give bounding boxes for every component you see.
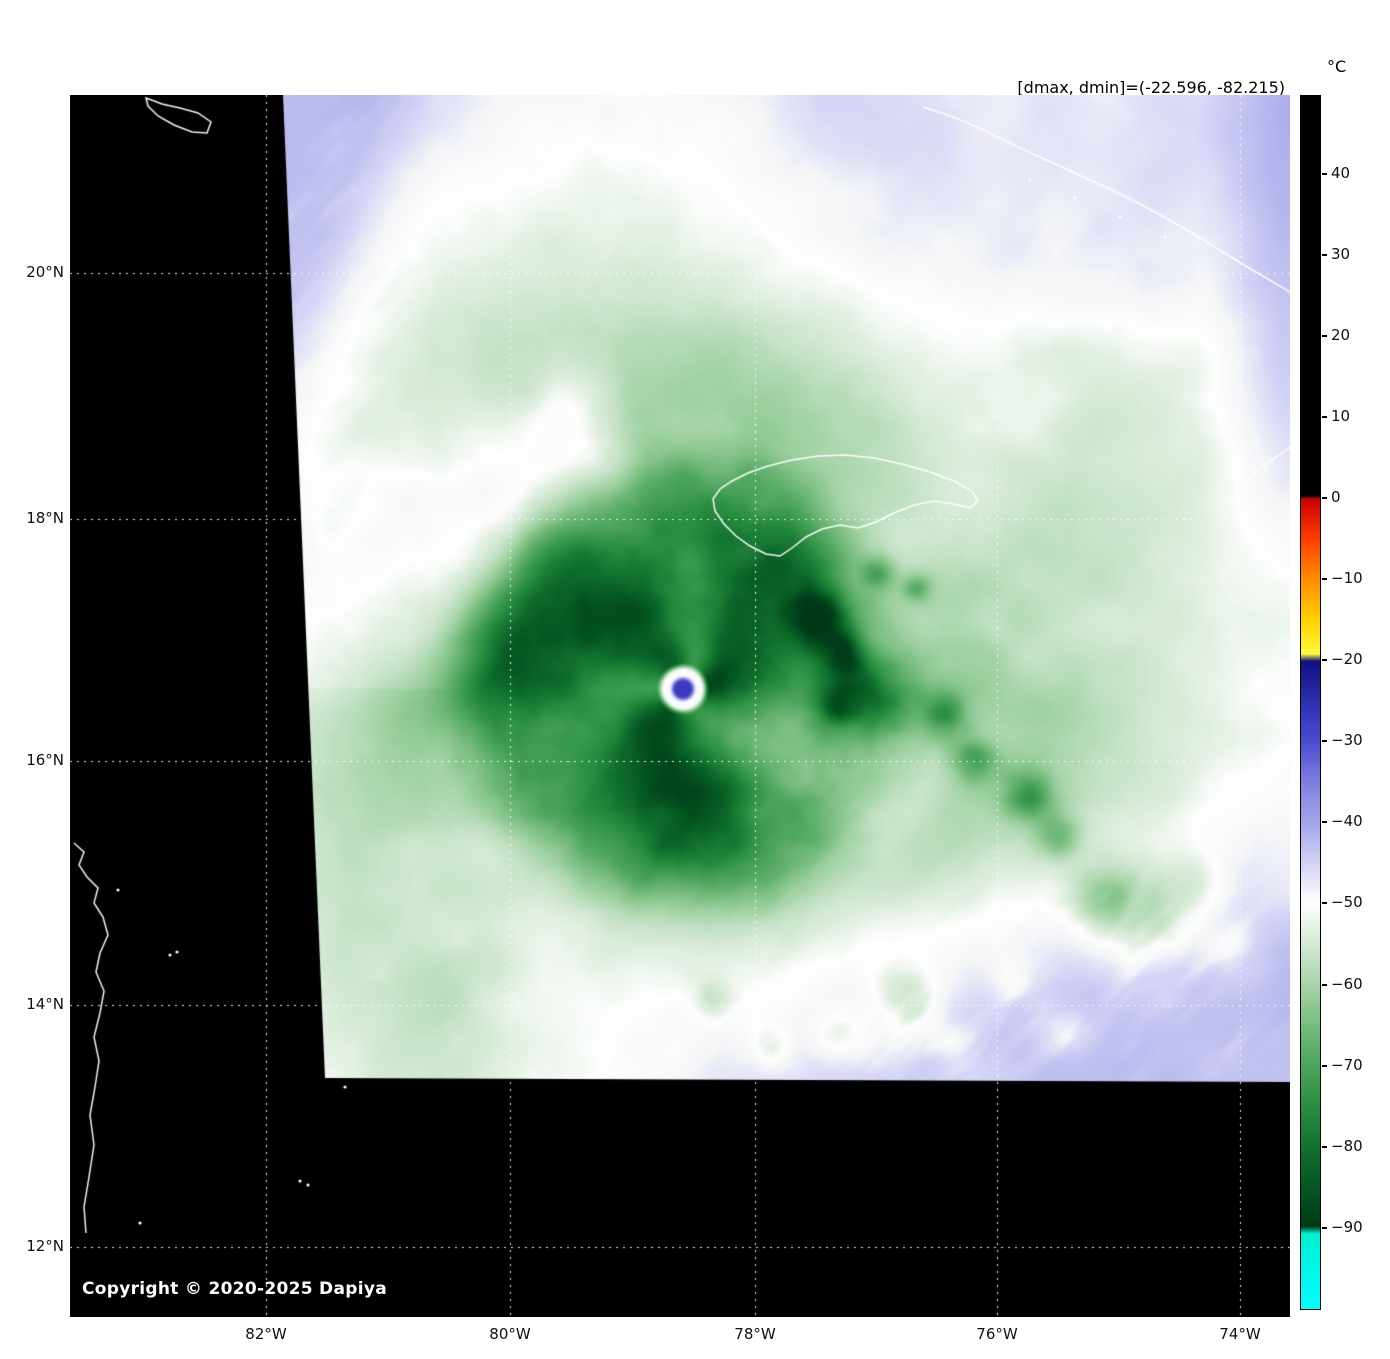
colorbar-tick	[1322, 659, 1327, 662]
colorbar-tick-label: 0	[1331, 487, 1341, 506]
colorbar-tick-label: 40	[1331, 163, 1351, 182]
colorbar-tick-label: −70	[1331, 1055, 1363, 1074]
colorbar-tick	[1322, 415, 1327, 418]
lat-tick-label: 20°N	[26, 263, 64, 281]
colorbar-tick	[1322, 740, 1327, 743]
lon-tick-label: 78°W	[734, 1325, 776, 1343]
lon-tick-label: 82°W	[245, 1325, 287, 1343]
colorbar-tick-label: −80	[1331, 1136, 1363, 1155]
colorbar-tick	[1322, 983, 1327, 986]
lat-tick-label: 14°N	[26, 995, 64, 1013]
colorbar-tick	[1322, 902, 1327, 905]
colorbar-gradient	[1300, 95, 1321, 1310]
colorbar-unit-label: °C	[1327, 57, 1347, 76]
lat-tick-label: 12°N	[26, 1237, 64, 1255]
colorbar-tick-label: −10	[1331, 569, 1363, 588]
colorbar-tick	[1322, 496, 1327, 499]
colorbar-tick-label: −90	[1331, 1217, 1363, 1236]
colorbar-tick	[1322, 172, 1327, 175]
colorbar-tick-label: −60	[1331, 974, 1363, 993]
lon-tick-label: 74°W	[1219, 1325, 1261, 1343]
colorbar-tick-label: −50	[1331, 893, 1363, 912]
copyright-label: Copyright © 2020-2025 Dapiya	[82, 1279, 387, 1299]
colorbar-tick	[1322, 253, 1327, 256]
satellite-canvas	[70, 95, 1290, 1317]
colorbar-tick	[1322, 1145, 1327, 1148]
colorbar-tick-label: 30	[1331, 244, 1351, 263]
map-plot-area: Copyright © 2020-2025 Dapiya	[70, 95, 1290, 1317]
colorbar-tick-label: −30	[1331, 731, 1363, 750]
colorbar-tick	[1322, 1226, 1327, 1229]
colorbar-tick-label: −40	[1331, 812, 1363, 831]
lon-tick-label: 80°W	[489, 1325, 531, 1343]
lat-tick-label: 18°N	[26, 509, 64, 527]
lat-tick-label: 16°N	[26, 751, 64, 769]
data-range-readout: [dmax, dmin]=(-22.596, -82.215)	[1017, 78, 1285, 97]
colorbar-tick	[1322, 578, 1327, 581]
colorbar-tick-label: −20	[1331, 650, 1363, 669]
lon-tick-label: 76°W	[976, 1325, 1018, 1343]
colorbar-tick	[1322, 334, 1327, 337]
colorbar-tick-label: 10	[1331, 406, 1351, 425]
colorbar-tick-label: 20	[1331, 325, 1351, 344]
colorbar-tick	[1322, 821, 1327, 824]
colorbar-tick	[1322, 1064, 1327, 1067]
